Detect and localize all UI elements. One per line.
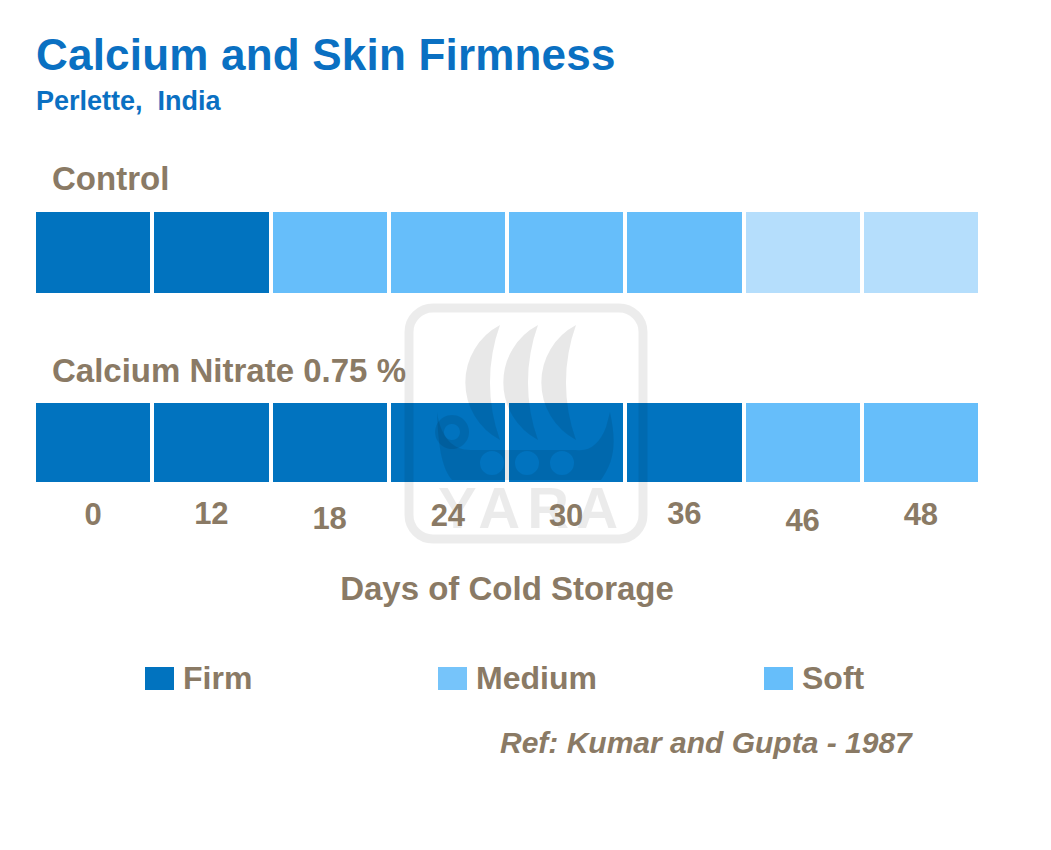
bar-row: [36, 403, 978, 482]
x-tick-label: 46: [785, 503, 819, 539]
x-tick-label: 24: [431, 498, 465, 534]
bar-segment-firm: [36, 212, 150, 293]
page-subtitle: Perlette, India: [36, 86, 221, 117]
x-tick-label: 30: [549, 498, 583, 534]
legend-item-firm: Firm: [145, 660, 252, 697]
bar-segment-soft: [864, 212, 978, 293]
bar-segment-medium: [391, 212, 505, 293]
legend-swatch: [145, 667, 174, 690]
legend-item-medium: Medium: [438, 660, 597, 697]
bar-segment-soft: [746, 212, 860, 293]
page-title: Calcium and Skin Firmness: [36, 30, 616, 80]
bar-segment-firm: [273, 403, 387, 482]
legend-label: Soft: [802, 660, 864, 697]
legend-item-soft: Soft: [764, 660, 864, 697]
legend-swatch: [438, 667, 467, 690]
x-tick-label: 48: [904, 497, 938, 533]
x-tick-label: 12: [194, 496, 228, 532]
series-label: Control: [52, 160, 169, 198]
bar-segment-medium: [273, 212, 387, 293]
legend-swatch: [764, 667, 793, 690]
bar-segment-medium: [864, 403, 978, 482]
legend-label: Firm: [183, 660, 252, 697]
slide: Calcium and Skin Firmness Perlette, Indi…: [0, 0, 1051, 850]
bar-segment-medium: [509, 212, 623, 293]
series-label: Calcium Nitrate 0.75 %: [52, 352, 406, 390]
x-axis-title: Days of Cold Storage: [340, 570, 674, 608]
bar-segment-firm: [391, 403, 505, 482]
bar-row: [36, 212, 978, 293]
x-tick-label: 0: [85, 497, 102, 533]
bar-segment-medium: [627, 212, 741, 293]
bar-segment-firm: [627, 403, 741, 482]
bar-segment-firm: [36, 403, 150, 482]
x-tick-label: 36: [667, 496, 701, 532]
bar-segment-firm: [509, 403, 623, 482]
watermark-text: YARA: [438, 475, 625, 540]
bar-segment-medium: [746, 403, 860, 482]
x-tick-label: 18: [312, 501, 346, 537]
bar-segment-firm: [154, 403, 268, 482]
bar-segment-firm: [154, 212, 268, 293]
legend-label: Medium: [476, 660, 597, 697]
reference-text: Ref: Kumar and Gupta - 1987: [500, 726, 912, 760]
